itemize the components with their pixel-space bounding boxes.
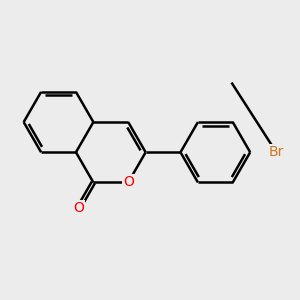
Text: O: O <box>123 176 134 189</box>
Text: Br: Br <box>268 145 284 159</box>
Text: O: O <box>73 201 84 215</box>
